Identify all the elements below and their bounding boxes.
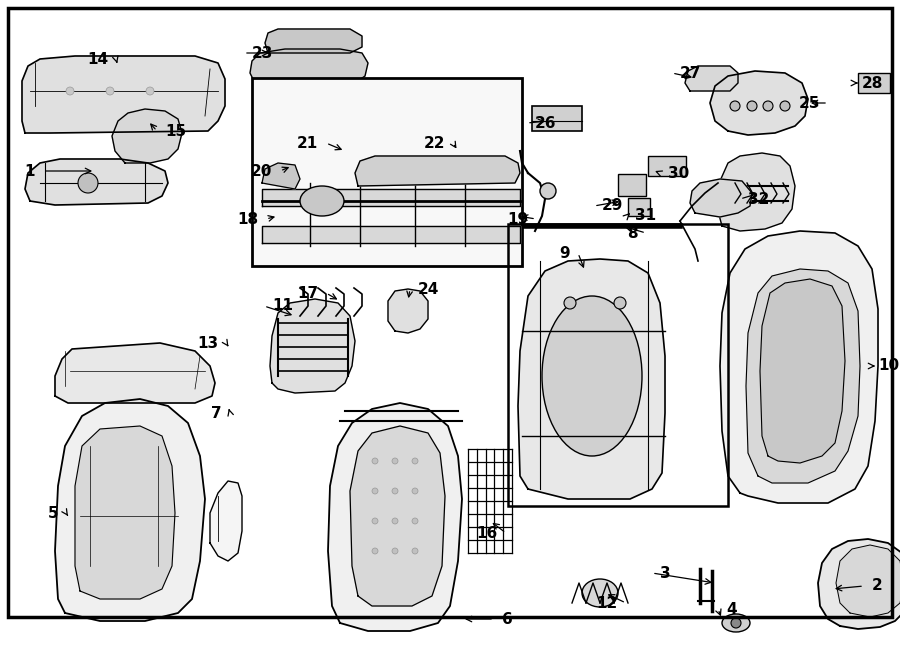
Polygon shape — [690, 179, 752, 217]
Circle shape — [372, 458, 378, 464]
Text: 12: 12 — [597, 596, 618, 611]
Circle shape — [731, 618, 741, 628]
Polygon shape — [388, 289, 428, 333]
Text: 26: 26 — [535, 116, 556, 130]
Text: 24: 24 — [418, 282, 439, 297]
Text: 1: 1 — [24, 163, 35, 178]
Polygon shape — [55, 399, 205, 621]
Polygon shape — [22, 56, 225, 133]
Polygon shape — [270, 299, 355, 393]
Circle shape — [146, 87, 154, 95]
Text: 28: 28 — [862, 75, 884, 91]
Circle shape — [412, 488, 418, 494]
Text: 17: 17 — [297, 286, 318, 301]
Polygon shape — [262, 163, 300, 189]
Text: 10: 10 — [878, 358, 899, 373]
Polygon shape — [710, 71, 808, 135]
Ellipse shape — [542, 296, 642, 456]
Text: 19: 19 — [507, 212, 528, 227]
Polygon shape — [518, 259, 665, 499]
Polygon shape — [818, 539, 900, 629]
Circle shape — [614, 297, 626, 309]
Text: 4: 4 — [726, 602, 736, 617]
Circle shape — [78, 173, 98, 193]
Circle shape — [730, 101, 740, 111]
Text: 7: 7 — [212, 405, 222, 420]
Polygon shape — [25, 159, 168, 205]
Polygon shape — [75, 426, 175, 599]
Polygon shape — [350, 426, 445, 606]
Text: 16: 16 — [477, 525, 498, 541]
Bar — [858, 73, 890, 93]
Text: 27: 27 — [680, 65, 701, 81]
Text: 5: 5 — [48, 506, 58, 520]
Circle shape — [372, 518, 378, 524]
Text: 14: 14 — [87, 52, 108, 67]
Text: 20: 20 — [250, 163, 272, 178]
Ellipse shape — [722, 614, 750, 632]
Text: 11: 11 — [272, 299, 293, 313]
Circle shape — [392, 548, 398, 554]
Bar — [648, 156, 686, 176]
Bar — [618, 174, 646, 196]
Circle shape — [564, 297, 576, 309]
Ellipse shape — [300, 186, 344, 216]
Circle shape — [763, 101, 773, 111]
Polygon shape — [328, 403, 462, 631]
Text: 18: 18 — [237, 212, 258, 227]
Circle shape — [780, 101, 790, 111]
Text: 22: 22 — [424, 136, 445, 151]
Circle shape — [392, 458, 398, 464]
Ellipse shape — [582, 579, 618, 607]
Bar — [628, 198, 650, 216]
Text: 9: 9 — [560, 245, 570, 260]
Polygon shape — [355, 156, 520, 186]
Text: 29: 29 — [602, 198, 624, 214]
Text: 3: 3 — [660, 566, 670, 580]
Polygon shape — [250, 49, 368, 87]
Circle shape — [372, 488, 378, 494]
Polygon shape — [720, 231, 878, 503]
Polygon shape — [760, 279, 845, 463]
Text: 31: 31 — [635, 208, 656, 223]
Text: 32: 32 — [748, 192, 770, 206]
Polygon shape — [265, 29, 362, 53]
Text: 2: 2 — [872, 578, 883, 594]
Circle shape — [412, 548, 418, 554]
Circle shape — [412, 458, 418, 464]
Text: 25: 25 — [798, 95, 820, 110]
Polygon shape — [210, 481, 242, 561]
Circle shape — [372, 548, 378, 554]
Text: 13: 13 — [197, 336, 218, 350]
Text: 23: 23 — [252, 46, 274, 61]
Circle shape — [747, 101, 757, 111]
Polygon shape — [685, 66, 738, 91]
Circle shape — [540, 183, 556, 199]
Polygon shape — [746, 269, 860, 483]
Polygon shape — [55, 343, 215, 403]
Bar — [532, 106, 582, 131]
Bar — [252, 78, 522, 266]
Circle shape — [106, 87, 114, 95]
Text: 8: 8 — [627, 225, 638, 241]
Text: 30: 30 — [668, 165, 689, 180]
Polygon shape — [112, 109, 182, 163]
Polygon shape — [262, 226, 520, 243]
Circle shape — [412, 518, 418, 524]
Circle shape — [392, 488, 398, 494]
Text: 6: 6 — [502, 611, 513, 627]
Circle shape — [66, 87, 74, 95]
Bar — [508, 224, 728, 506]
Polygon shape — [262, 189, 520, 206]
Text: 15: 15 — [165, 124, 186, 139]
Polygon shape — [718, 153, 795, 231]
Text: 21: 21 — [297, 136, 318, 151]
Polygon shape — [836, 545, 900, 617]
Circle shape — [392, 518, 398, 524]
